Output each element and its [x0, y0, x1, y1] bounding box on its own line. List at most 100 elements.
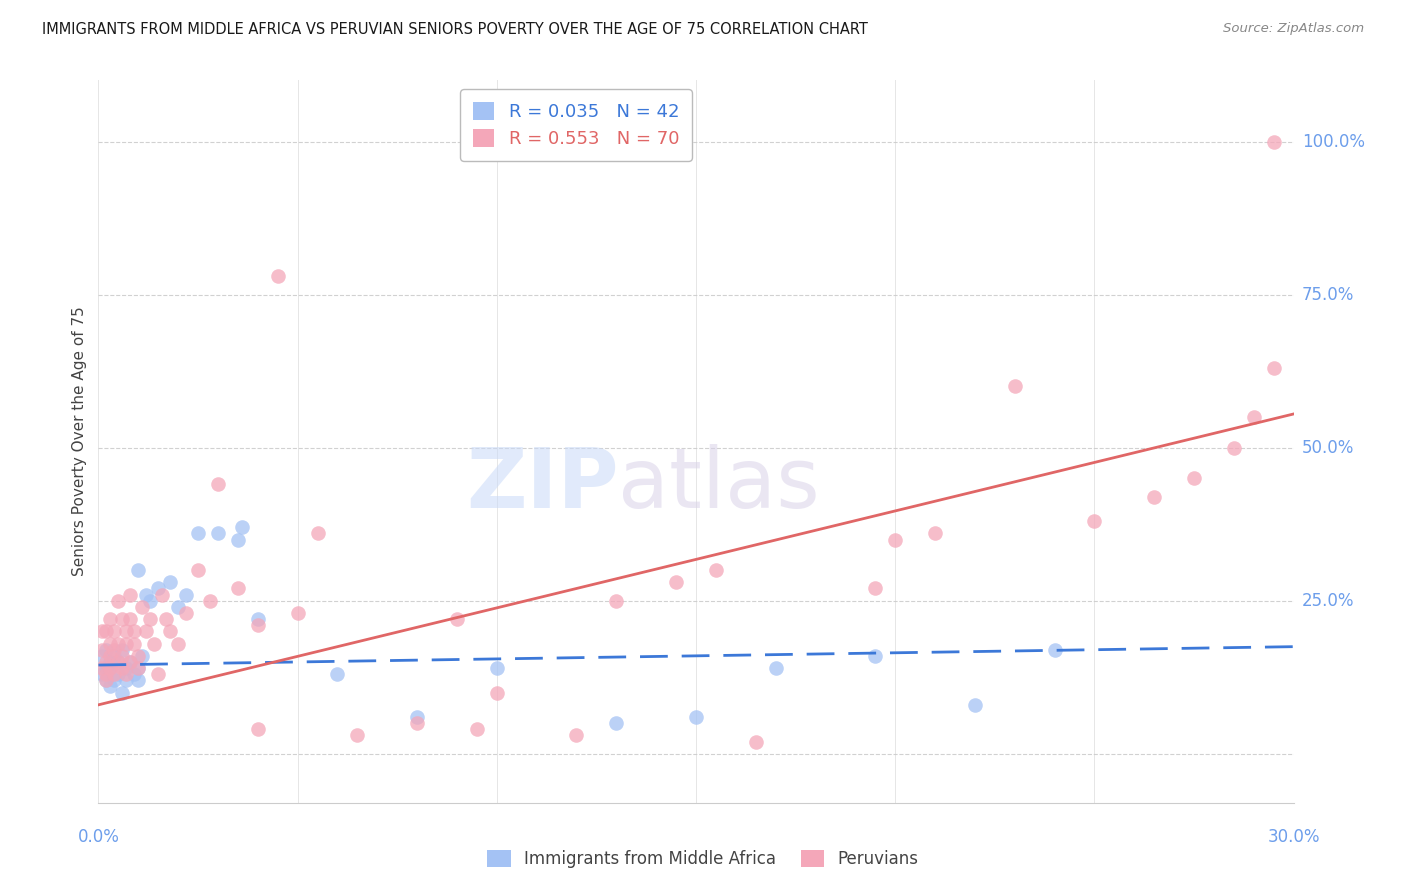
- Point: [111, 642, 134, 657]
- Point: [406, 716, 429, 731]
- Point: [131, 599, 153, 614]
- Point: [115, 673, 138, 688]
- Point: [111, 685, 134, 699]
- Point: [187, 526, 209, 541]
- Point: [346, 728, 368, 742]
- Point: [231, 520, 253, 534]
- Point: [685, 710, 707, 724]
- Point: [111, 648, 134, 663]
- Point: [167, 637, 190, 651]
- Point: [326, 667, 349, 681]
- Text: 25.0%: 25.0%: [1302, 591, 1354, 610]
- Point: [765, 661, 787, 675]
- Point: [406, 710, 429, 724]
- Point: [91, 624, 114, 639]
- Point: [96, 655, 118, 669]
- Point: [91, 667, 114, 681]
- Point: [131, 648, 153, 663]
- Point: [246, 612, 269, 626]
- Point: [115, 661, 138, 675]
- Point: [124, 667, 146, 681]
- Text: 50.0%: 50.0%: [1302, 439, 1354, 457]
- Point: [148, 667, 170, 681]
- Point: [103, 673, 125, 688]
- Point: [135, 588, 157, 602]
- Point: [120, 588, 142, 602]
- Point: [127, 673, 149, 688]
- Point: [91, 642, 114, 657]
- Point: [111, 612, 134, 626]
- Point: [96, 624, 118, 639]
- Point: [1004, 379, 1026, 393]
- Point: [865, 648, 887, 663]
- Text: 30.0%: 30.0%: [1267, 828, 1320, 846]
- Point: [115, 667, 138, 681]
- Point: [174, 588, 197, 602]
- Point: [745, 734, 768, 748]
- Point: [1083, 514, 1105, 528]
- Point: [287, 606, 309, 620]
- Point: [120, 655, 142, 669]
- Point: [207, 526, 229, 541]
- Point: [107, 655, 129, 669]
- Point: [148, 582, 170, 596]
- Point: [107, 667, 129, 681]
- Point: [665, 575, 688, 590]
- Point: [246, 723, 269, 737]
- Point: [103, 667, 125, 681]
- Point: [605, 593, 627, 607]
- Point: [1223, 441, 1246, 455]
- Point: [103, 624, 125, 639]
- Point: [127, 648, 149, 663]
- Point: [96, 642, 118, 657]
- Point: [1263, 135, 1285, 149]
- Point: [187, 563, 209, 577]
- Legend: Immigrants from Middle Africa, Peruvians: Immigrants from Middle Africa, Peruvians: [481, 843, 925, 875]
- Point: [246, 618, 269, 632]
- Point: [96, 661, 118, 675]
- Point: [1263, 361, 1285, 376]
- Point: [103, 642, 125, 657]
- Point: [1043, 642, 1066, 657]
- Point: [565, 728, 588, 742]
- Point: [111, 661, 134, 675]
- Point: [107, 655, 129, 669]
- Point: [98, 680, 122, 694]
- Point: [226, 582, 249, 596]
- Point: [96, 673, 118, 688]
- Point: [963, 698, 986, 712]
- Text: 75.0%: 75.0%: [1302, 285, 1354, 303]
- Point: [159, 575, 181, 590]
- Point: [704, 563, 727, 577]
- Point: [98, 655, 122, 669]
- Y-axis label: Seniors Poverty Over the Age of 75: Seniors Poverty Over the Age of 75: [72, 307, 87, 576]
- Point: [884, 533, 907, 547]
- Text: 0.0%: 0.0%: [77, 828, 120, 846]
- Point: [98, 661, 122, 675]
- Point: [127, 661, 149, 675]
- Point: [1243, 410, 1265, 425]
- Point: [207, 477, 229, 491]
- Point: [307, 526, 329, 541]
- Point: [135, 624, 157, 639]
- Point: [485, 685, 508, 699]
- Point: [103, 648, 125, 663]
- Point: [167, 599, 190, 614]
- Point: [124, 637, 146, 651]
- Point: [127, 563, 149, 577]
- Point: [465, 723, 488, 737]
- Point: [139, 612, 162, 626]
- Point: [865, 582, 887, 596]
- Point: [1182, 471, 1205, 485]
- Text: atlas: atlas: [619, 444, 820, 525]
- Point: [98, 661, 122, 675]
- Point: [124, 624, 146, 639]
- Point: [96, 673, 118, 688]
- Point: [115, 624, 138, 639]
- Point: [174, 606, 197, 620]
- Point: [226, 533, 249, 547]
- Point: [139, 593, 162, 607]
- Point: [150, 588, 173, 602]
- Point: [91, 661, 114, 675]
- Point: [91, 648, 114, 663]
